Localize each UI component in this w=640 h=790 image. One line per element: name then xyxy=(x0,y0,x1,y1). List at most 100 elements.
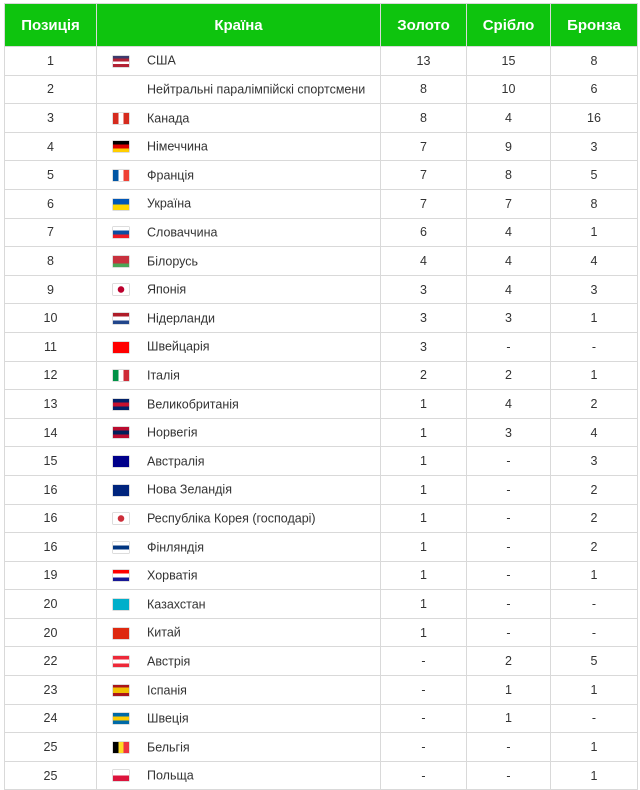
silver-cell: 9 xyxy=(466,131,551,162)
bronze-cell: 1 xyxy=(550,303,638,333)
country-cell: Казахстан xyxy=(96,589,381,619)
flag-icon xyxy=(113,713,129,725)
table-row: 15 Австралія 1-3 xyxy=(4,446,638,476)
country-name: Польща xyxy=(147,768,194,783)
gold-cell: 1 xyxy=(380,560,467,591)
position-cell: 1 xyxy=(4,46,97,76)
silver-cell: 3 xyxy=(466,303,551,333)
position-cell: 25 xyxy=(4,760,97,790)
flag-icon xyxy=(113,141,129,153)
silver-cell: - xyxy=(466,560,551,591)
gold-cell: - xyxy=(380,646,467,677)
flag-icon xyxy=(113,55,129,67)
flag-icon xyxy=(113,741,129,753)
silver-cell: 4 xyxy=(466,217,551,248)
silver-cell: 2 xyxy=(466,646,551,677)
table-row: 25 Польща - -1 xyxy=(4,760,638,790)
silver-cell: - xyxy=(466,532,551,562)
country-name: Німеччина xyxy=(147,139,208,154)
country-cell: Бельгія xyxy=(96,732,381,762)
country-name: Італія xyxy=(147,368,180,383)
gold-cell: 1 xyxy=(380,389,467,419)
bronze-cell: 3 xyxy=(550,131,638,162)
flag-icon xyxy=(113,770,129,782)
bronze-cell: 2 xyxy=(550,389,638,419)
silver-cell: 8 xyxy=(466,160,551,190)
bronze-cell: 1 xyxy=(550,675,638,705)
position-cell: 12 xyxy=(4,360,97,391)
gold-cell: 3 xyxy=(380,274,467,305)
table-row: 14 Норвегія 1 3 4 xyxy=(4,417,638,448)
flag-icon xyxy=(113,513,129,525)
country-cell: США xyxy=(96,46,381,76)
silver-cell: - xyxy=(466,617,551,648)
bronze-cell: - xyxy=(550,617,638,648)
gold-cell: 3 xyxy=(380,303,467,333)
gold-cell: 8 xyxy=(380,74,467,105)
bronze-cell: 16 xyxy=(550,103,638,133)
silver-cell: - xyxy=(466,589,551,619)
position-cell: 16 xyxy=(4,503,97,534)
silver-cell: 3 xyxy=(466,417,551,448)
flag-icon xyxy=(113,598,129,610)
gold-cell: 2 xyxy=(380,360,467,391)
flag-icon xyxy=(113,284,129,296)
flag-icon xyxy=(113,427,129,439)
country-name: Бельгія xyxy=(147,740,190,755)
bronze-cell: 2 xyxy=(550,503,638,534)
bronze-cell: 5 xyxy=(550,646,638,677)
header-bronze: Бронза xyxy=(550,3,638,47)
country-name: Нідерланди xyxy=(147,311,215,326)
gold-cell: 7 xyxy=(380,160,467,190)
gold-cell: 4 xyxy=(380,246,467,276)
table-row: 2 Нейтральні паралімпійскі спортсмени 8 10 6 xyxy=(4,74,638,105)
country-name: Швейцарія xyxy=(147,340,210,355)
table-row: 12 Італія 2 2 1 xyxy=(4,360,638,391)
flag-icon xyxy=(113,170,129,182)
position-cell: 5 xyxy=(4,160,97,190)
gold-cell: 1 xyxy=(380,446,467,476)
country-name: Великобританія xyxy=(147,397,239,412)
country-name: Іспанія xyxy=(147,683,187,698)
gold-cell: 7 xyxy=(380,188,467,219)
country-name: Франція xyxy=(147,168,195,183)
position-cell: 24 xyxy=(4,703,97,734)
bronze-cell: - xyxy=(550,589,638,619)
gold-cell: 3 xyxy=(380,331,467,362)
table-row: 10 Нідерланди 3 3 1 xyxy=(4,303,638,333)
silver-cell: 15 xyxy=(466,46,551,76)
country-name: Казахстан xyxy=(147,597,206,612)
position-cell: 9 xyxy=(4,274,97,305)
country-cell: Польща xyxy=(96,760,381,790)
position-cell: 23 xyxy=(4,675,97,705)
country-cell: Австралія xyxy=(96,446,381,476)
table-row: 16 Нова Зеландія 1-2 xyxy=(4,474,638,505)
bronze-cell: 6 xyxy=(550,74,638,105)
flag-icon xyxy=(113,684,129,696)
bronze-cell: 1 xyxy=(550,560,638,591)
country-name: Фінляндія xyxy=(147,540,204,555)
gold-cell: 7 xyxy=(380,131,467,162)
position-cell: 14 xyxy=(4,417,97,448)
table-row: 11 Швейцарія 3- - xyxy=(4,331,638,362)
table-row: 1 США 13 15 8 xyxy=(4,46,638,76)
flag-icon xyxy=(113,312,129,324)
country-cell: Швеція xyxy=(96,703,381,734)
country-cell: Китай xyxy=(96,617,381,648)
silver-cell: - xyxy=(466,760,551,790)
flag-icon xyxy=(113,227,129,239)
position-cell: 15 xyxy=(4,446,97,476)
table-row: 19 Хорватія 1-1 xyxy=(4,560,638,591)
silver-cell: 4 xyxy=(466,246,551,276)
table-row: 23 Іспанія -1 1 xyxy=(4,675,638,705)
position-cell: 4 xyxy=(4,131,97,162)
country-name: Нова Зеландія xyxy=(147,483,232,498)
bronze-cell: 1 xyxy=(550,732,638,762)
gold-cell: - xyxy=(380,760,467,790)
country-cell: Україна xyxy=(96,188,381,219)
flag-icon xyxy=(113,341,129,353)
position-cell: 3 xyxy=(4,103,97,133)
flag-icon xyxy=(113,627,129,639)
table-row: 25 Бельгія - -1 xyxy=(4,732,638,762)
table-row: 4 Німеччина 7 9 3 xyxy=(4,131,638,162)
